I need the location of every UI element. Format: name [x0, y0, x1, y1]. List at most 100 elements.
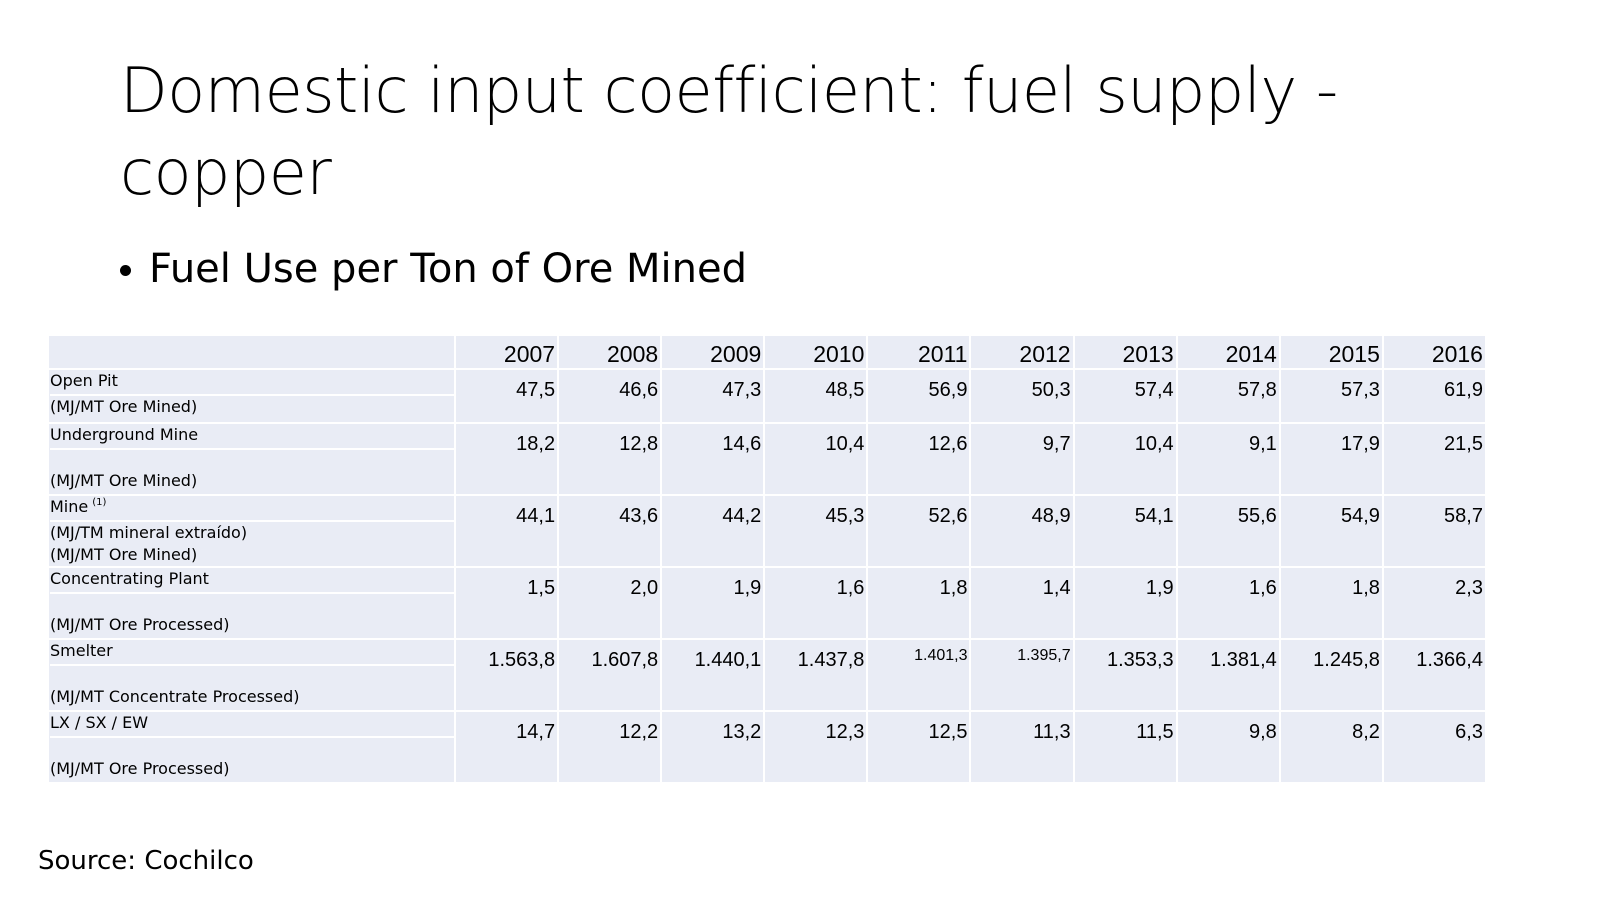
year-header: 2013	[1072, 336, 1176, 370]
value-cell: 45,3	[763, 496, 866, 566]
value-cell: 55,6	[1175, 496, 1279, 566]
value-cell: 10,4	[763, 424, 866, 494]
bullet-text: Fuel Use per Ton of Ore Mined	[149, 246, 748, 292]
value-cell: 1.607,8	[557, 640, 660, 710]
value-cell: 9,1	[1175, 424, 1279, 494]
row-unit: (MJ/MT Ore Processed)	[50, 615, 230, 634]
value-cell: 12,6	[866, 424, 969, 494]
value-cell: 47,3	[660, 370, 763, 422]
year-header: 2007	[454, 336, 557, 370]
row-label-cell: Underground Mine (MJ/MT Ore Mined)	[49, 424, 456, 494]
value-cell: 10,4	[1072, 424, 1176, 494]
value-cell: 1.353,3	[1072, 640, 1176, 710]
value-cell: 1.366,4	[1381, 640, 1485, 710]
value-cell: 54,1	[1072, 496, 1176, 566]
value-cell: 21,5	[1381, 424, 1485, 494]
year-header: 2015	[1278, 336, 1382, 370]
row-name: Mine	[50, 497, 89, 516]
value-cell: 48,9	[969, 496, 1072, 566]
year-header: 2016	[1381, 336, 1485, 370]
value-cell: 1.395,7	[969, 640, 1072, 710]
value-cell: 8,2	[1278, 712, 1382, 782]
value-cell: 1,8	[866, 568, 969, 638]
row-unit: (MJ/MT Ore Mined)	[50, 471, 198, 490]
value-cell: 1.563,8	[454, 640, 557, 710]
value-cell: 14,6	[660, 424, 763, 494]
value-cell: 52,6	[866, 496, 969, 566]
value-cell: 6,3	[1381, 712, 1485, 782]
footnote-marker: (1)	[92, 497, 107, 508]
value-cell: 11,3	[969, 712, 1072, 782]
year-header: 2014	[1175, 336, 1279, 370]
value-cell: 54,9	[1278, 496, 1382, 566]
value-cell: 2,3	[1381, 568, 1485, 638]
row-label-cell: Mine (1) (MJ/TM mineral extraído) (MJ/MT …	[49, 496, 456, 566]
value-cell: 43,6	[557, 496, 660, 566]
value-cell: 46,6	[557, 370, 660, 422]
row-unit: (MJ/MT Ore Mined)	[50, 397, 198, 416]
year-header: 2010	[763, 336, 866, 370]
header-corner-cell	[49, 336, 454, 370]
row-name: LX / SX / EW	[50, 712, 456, 738]
table-row: Mine (1) (MJ/TM mineral extraído) (MJ/MT …	[49, 496, 1485, 568]
row-name: Concentrating Plant	[50, 568, 456, 594]
year-header: 2011	[866, 336, 969, 370]
value-cell: 1.381,4	[1175, 640, 1279, 710]
value-cell: 1.440,1	[660, 640, 763, 710]
value-cell: 12,2	[557, 712, 660, 782]
row-name: Underground Mine	[50, 424, 456, 450]
value-cell: 12,3	[763, 712, 866, 782]
value-cell: 9,8	[1175, 712, 1279, 782]
year-header: 2008	[557, 336, 660, 370]
table-row: Smelter (MJ/MT Concentrate Processed) 1.…	[49, 640, 1485, 712]
value-cell: 44,2	[660, 496, 763, 566]
row-name: Open Pit	[50, 370, 456, 396]
value-cell: 57,3	[1278, 370, 1382, 422]
value-cell: 57,4	[1072, 370, 1176, 422]
row-label-cell: Concentrating Plant (MJ/MT Ore Processed…	[49, 568, 456, 638]
year-header: 2012	[969, 336, 1072, 370]
value-cell: 61,9	[1381, 370, 1485, 422]
value-cell: 1,4	[969, 568, 1072, 638]
row-label-cell: LX / SX / EW (MJ/MT Ore Processed)	[49, 712, 456, 782]
year-header: 2009	[660, 336, 763, 370]
slide-title: Domestic input coefficient: fuel supply …	[120, 54, 1338, 209]
value-cell: 48,5	[763, 370, 866, 422]
fuel-use-table: 2007 2008 2009 2010 2011 2012 2013 2014 …	[49, 336, 1485, 782]
value-cell: 2,0	[557, 568, 660, 638]
value-cell: 1.401,3	[866, 640, 969, 710]
row-unit-secondary: (MJ/MT Ore Mined)	[50, 545, 198, 564]
value-cell: 12,8	[557, 424, 660, 494]
value-cell: 47,5	[454, 370, 557, 422]
value-cell: 1,5	[454, 568, 557, 638]
value-cell: 1.437,8	[763, 640, 866, 710]
row-label-cell: Smelter (MJ/MT Concentrate Processed)	[49, 640, 456, 710]
table-row: LX / SX / EW (MJ/MT Ore Processed) 14,7 …	[49, 712, 1485, 782]
value-cell: 1,8	[1278, 568, 1382, 638]
value-cell: 9,7	[969, 424, 1072, 494]
bullet-dot-icon	[120, 264, 131, 276]
value-cell: 57,8	[1175, 370, 1279, 422]
row-name: Smelter	[50, 640, 456, 666]
row-unit: (MJ/TM mineral extraído)	[50, 523, 248, 542]
value-cell: 11,5	[1072, 712, 1176, 782]
bullet-item: Fuel Use per Ton of Ore Mined	[120, 244, 747, 294]
value-cell: 13,2	[660, 712, 763, 782]
row-unit: (MJ/MT Concentrate Processed)	[50, 687, 300, 706]
value-cell: 12,5	[866, 712, 969, 782]
value-cell: 1.245,8	[1278, 640, 1382, 710]
table-row: Underground Mine (MJ/MT Ore Mined) 18,2 …	[49, 424, 1485, 496]
value-cell: 1,9	[1072, 568, 1176, 638]
row-name-wrap: Mine (1)	[50, 496, 456, 522]
value-cell: 1,6	[763, 568, 866, 638]
value-cell: 17,9	[1278, 424, 1382, 494]
value-cell: 18,2	[454, 424, 557, 494]
value-cell: 1,6	[1175, 568, 1279, 638]
source-note: Source: Cochilco	[38, 846, 254, 876]
value-cell: 14,7	[454, 712, 557, 782]
table-row: Concentrating Plant (MJ/MT Ore Processed…	[49, 568, 1485, 640]
value-cell: 50,3	[969, 370, 1072, 422]
value-cell: 58,7	[1381, 496, 1485, 566]
value-cell: 56,9	[866, 370, 969, 422]
value-cell: 44,1	[454, 496, 557, 566]
